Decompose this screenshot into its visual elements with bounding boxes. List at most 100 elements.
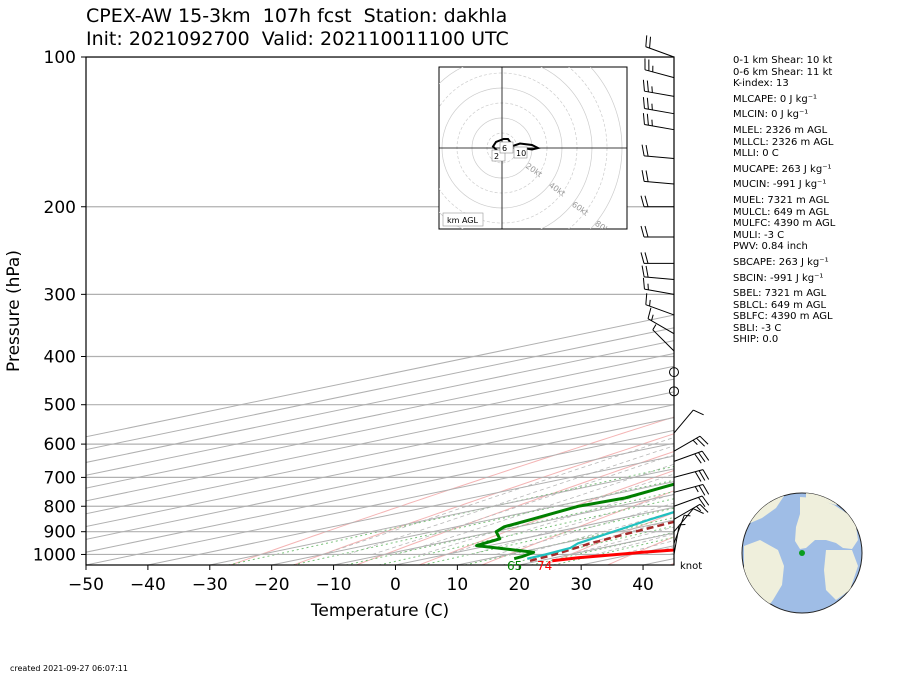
index-value: MLCIN: 0 J kg⁻¹ bbox=[733, 109, 809, 121]
index-value: SBEL: 7321 m AGL bbox=[733, 288, 827, 300]
y-tick-label: 900 bbox=[44, 523, 76, 543]
isotherm-line bbox=[86, 442, 674, 565]
dewpoint-profile bbox=[475, 482, 674, 561]
y-tick-label: 500 bbox=[44, 396, 76, 416]
y-tick-label: 700 bbox=[44, 468, 76, 488]
surface-dewpoint-label: 65 bbox=[507, 559, 522, 573]
station-marker bbox=[799, 550, 805, 556]
isobars bbox=[86, 57, 674, 556]
moist-adiabat-line bbox=[347, 445, 674, 555]
mixing-ratio-line bbox=[422, 507, 674, 565]
dry-adiabat-line bbox=[293, 433, 674, 565]
dry-adiabat-line bbox=[230, 416, 674, 565]
wind-barb bbox=[642, 97, 675, 115]
wind-barb bbox=[645, 35, 675, 58]
globe-land-africa bbox=[795, 497, 858, 549]
y-axis-label: Pressure (hPa) bbox=[4, 250, 24, 372]
x-tick-label: 0 bbox=[390, 575, 401, 595]
created-timestamp: created 2021-09-27 06:07:11 bbox=[10, 664, 128, 673]
hodograph-height-box bbox=[499, 141, 514, 154]
x-tick-label: −50 bbox=[68, 575, 104, 595]
index-value: MUCIN: -991 J kg⁻¹ bbox=[733, 179, 827, 191]
index-value: MULCL: 649 m AGL bbox=[733, 206, 829, 218]
wind-calm-circle bbox=[669, 367, 679, 378]
wind-barb bbox=[673, 484, 710, 496]
index-value: SBCAPE: 263 J kg⁻¹ bbox=[733, 256, 829, 268]
moist-adiabat-line bbox=[396, 463, 674, 555]
index-value: SBCIN: -991 J kg⁻¹ bbox=[733, 272, 824, 284]
index-value: MUCAPE: 263 J kg⁻¹ bbox=[733, 163, 832, 175]
moist-adiabat-line bbox=[495, 502, 674, 555]
y-tick-label: 400 bbox=[44, 348, 76, 368]
wind-barb bbox=[673, 523, 686, 555]
wind-barb bbox=[642, 277, 675, 295]
surface-temp-label: 74 bbox=[537, 559, 552, 573]
chart-title-line2: Init: 2021092700 Valid: 202110011100 UTC bbox=[86, 28, 509, 50]
y-tick-label: 1000 bbox=[33, 545, 76, 565]
wind-barb bbox=[640, 252, 674, 264]
wind-barb bbox=[652, 324, 675, 352]
hodograph-height-label: 6 bbox=[502, 144, 507, 153]
wind-barb bbox=[673, 503, 709, 520]
wind-barb bbox=[641, 265, 675, 280]
x-tick-label: −30 bbox=[192, 575, 228, 595]
globe-land-africa-south bbox=[824, 550, 858, 600]
x-tick-label: −40 bbox=[130, 575, 166, 595]
profiles bbox=[475, 482, 674, 563]
parcel-profile bbox=[529, 520, 674, 563]
dry-adiabat-line bbox=[419, 469, 674, 565]
y-tick-label: 800 bbox=[44, 497, 76, 517]
x-tick-label: 40 bbox=[632, 575, 654, 595]
dry-adiabat-line bbox=[356, 450, 674, 565]
axis-ticks: −50 −40 −30 −20 −10 0 10 20 30 40 100 200 300 400 500 6… bbox=[33, 48, 654, 595]
wind-barb bbox=[673, 450, 710, 464]
isotherm-line bbox=[86, 391, 674, 515]
isotherm-line bbox=[209, 468, 674, 565]
isotherm-line bbox=[86, 378, 674, 502]
wind-barb bbox=[645, 293, 675, 316]
wind-calm-circle bbox=[669, 386, 679, 397]
wind-barb bbox=[673, 495, 710, 507]
y-tick-label: 600 bbox=[44, 435, 76, 455]
hodograph-height-label: 10 bbox=[516, 149, 526, 158]
barb-units-label: knot bbox=[680, 561, 702, 572]
mixing-ratio-line bbox=[553, 536, 674, 565]
index-value: 0-6 km Shear: 11 kt bbox=[733, 66, 833, 78]
x-tick-label: 30 bbox=[570, 575, 592, 595]
wind-barb bbox=[673, 508, 704, 533]
y-tick-label: 100 bbox=[44, 48, 76, 68]
mixing-ratio-line bbox=[228, 465, 674, 565]
x-tick-label: −20 bbox=[254, 575, 290, 595]
moist-adiabat-line bbox=[371, 454, 674, 555]
index-value: MLLCL: 2326 m AGL bbox=[733, 136, 834, 148]
isotherm-line bbox=[86, 404, 674, 528]
globe-locator bbox=[741, 492, 863, 614]
dry-adiabats bbox=[230, 57, 906, 565]
isotherm-line bbox=[86, 429, 674, 553]
wind-barb bbox=[642, 79, 675, 97]
y-tick-label: 200 bbox=[44, 198, 76, 218]
dry-adiabat-line bbox=[859, 57, 906, 565]
x-axis-label: Temperature (C) bbox=[310, 601, 449, 621]
index-value: MULI: -3 C bbox=[733, 229, 785, 241]
wind-barb bbox=[644, 58, 675, 79]
plot-frame bbox=[85, 56, 675, 566]
index-value: MULFC: 4390 m AGL bbox=[733, 218, 836, 230]
index-value: SHIP: 0.0 bbox=[733, 334, 779, 346]
chart-title-line1: CPEX-AW 15-3km 107h fcst Station: dakhla bbox=[86, 5, 508, 27]
index-value: MLCAPE: 0 J kg⁻¹ bbox=[733, 93, 818, 105]
hodograph-ring-label: 80kt bbox=[593, 219, 613, 237]
index-value: 0-1 km Shear: 10 kt bbox=[733, 55, 833, 66]
wind-barb bbox=[640, 195, 674, 208]
x-tick-label: 10 bbox=[447, 575, 469, 595]
moist-adiabat-line bbox=[446, 483, 674, 555]
y-tick-label: 300 bbox=[44, 285, 76, 305]
wind-barb bbox=[647, 307, 675, 335]
isotherm-line bbox=[86, 365, 674, 489]
wind-barb bbox=[641, 170, 675, 185]
index-value: SBLFC: 4390 m AGL bbox=[733, 311, 833, 323]
x-tick-label: −10 bbox=[316, 575, 352, 595]
wind-barb bbox=[673, 514, 691, 544]
